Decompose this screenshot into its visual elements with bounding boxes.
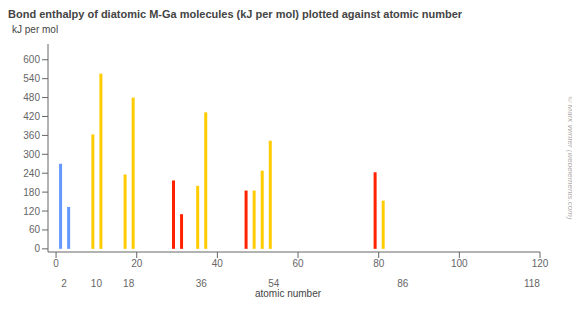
svg-text:60: 60 (29, 224, 41, 235)
svg-text:0: 0 (53, 258, 59, 269)
html-text:kJ per mol: kJ per mol (12, 24, 59, 35)
svg-text:18: 18 (123, 278, 135, 288)
svg-text:40: 40 (212, 258, 224, 269)
svg-text:100: 100 (451, 258, 468, 269)
svg-text:480: 480 (23, 92, 40, 103)
svg-text:0: 0 (34, 243, 40, 254)
svg-text:300: 300 (23, 149, 40, 160)
svg-text:120: 120 (532, 258, 549, 269)
svg-text:420: 420 (23, 111, 40, 122)
svg-text:10: 10 (91, 278, 103, 288)
svg-text:86: 86 (397, 278, 409, 288)
svg-text:360: 360 (23, 130, 40, 141)
html-text:atomic number: atomic number (254, 288, 322, 299)
svg-text:36: 36 (196, 278, 208, 288)
svg-text:180: 180 (23, 187, 40, 198)
svg-text:80: 80 (373, 258, 385, 269)
svg-text:2: 2 (61, 278, 67, 288)
svg-text:240: 240 (23, 168, 40, 179)
svg-text:600: 600 (23, 54, 40, 65)
html-text:© Mark Winter (webelements.com: © Mark Winter (webelements.com) (566, 96, 575, 220)
svg-text:54: 54 (268, 278, 280, 288)
html-text:Bond enthalpy of diatomic M-Ga: Bond enthalpy of diatomic M-Ga molecules… (8, 8, 463, 20)
svg-text:60: 60 (292, 258, 304, 269)
svg-text:540: 540 (23, 73, 40, 84)
svg-text:118: 118 (524, 278, 540, 288)
svg-text:20: 20 (131, 258, 143, 269)
svg-text:120: 120 (23, 206, 40, 217)
